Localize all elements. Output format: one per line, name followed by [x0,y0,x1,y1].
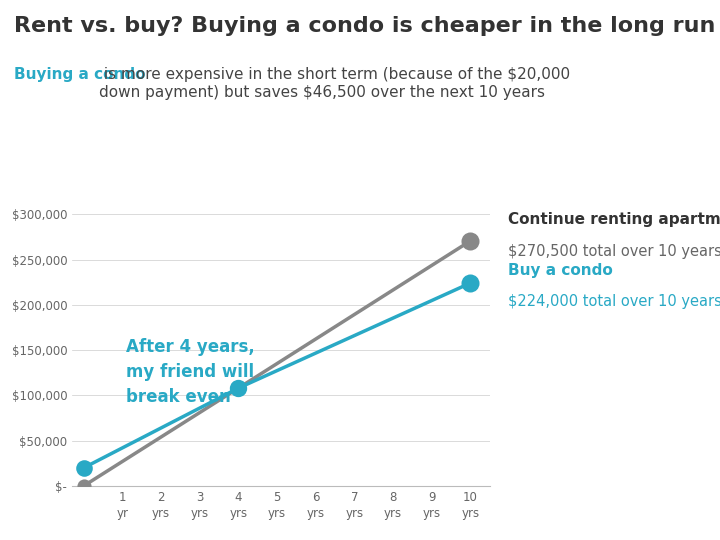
Point [233,384,244,393]
Text: Buy a condo: Buy a condo [508,262,612,278]
Point [464,279,476,287]
Point [78,482,89,490]
Text: is more expensive in the short term (because of the $20,000
down payment) but sa: is more expensive in the short term (bec… [99,68,570,100]
Point [78,463,89,472]
Text: Continue renting apartment: Continue renting apartment [508,212,720,227]
Text: $224,000 total over 10 years: $224,000 total over 10 years [508,294,720,309]
Point [464,237,476,245]
Text: $270,500 total over 10 years: $270,500 total over 10 years [508,244,720,259]
Text: After 4 years,
my friend will
break even: After 4 years, my friend will break even [126,339,255,407]
Text: Rent vs. buy? Buying a condo is cheaper in the long run: Rent vs. buy? Buying a condo is cheaper … [14,16,716,36]
Text: Buying a condo: Buying a condo [14,68,146,83]
